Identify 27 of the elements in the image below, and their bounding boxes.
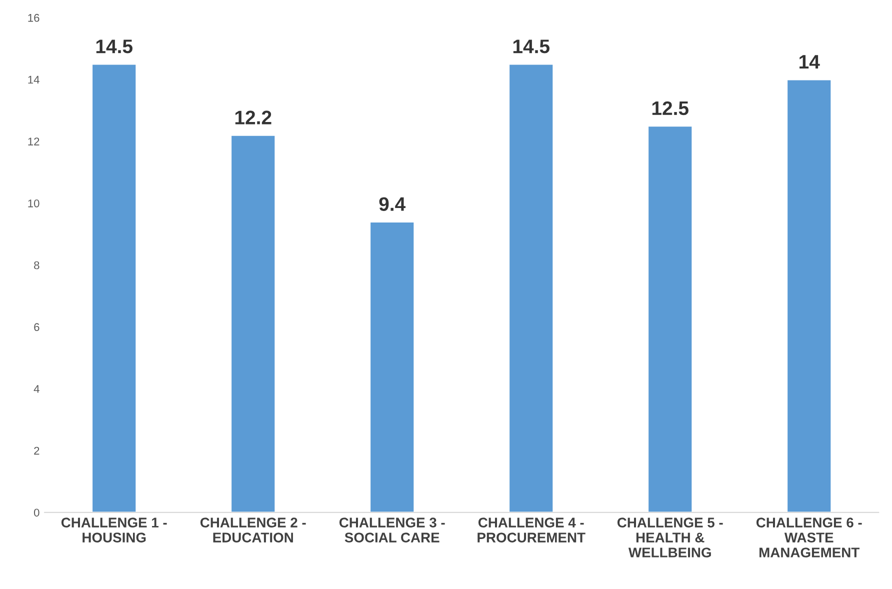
y-tick-label: 8 — [34, 261, 40, 270]
y-tick-label: 0 — [34, 508, 40, 517]
y-tick-label: 14 — [28, 76, 40, 84]
data-label: 12.2 — [235, 110, 272, 124]
y-tick-label: 4 — [34, 385, 40, 393]
bar — [508, 63, 554, 512]
bar — [369, 221, 416, 512]
data-label: 14.5 — [513, 40, 550, 54]
bar — [230, 134, 276, 512]
data-label: 14.5 — [96, 40, 132, 54]
y-tick-label: 12 — [28, 138, 40, 146]
data-label: 12.5 — [652, 101, 688, 116]
bar — [647, 125, 694, 512]
x-tick-label: CHALLENGE 5 - HEALTH & WELLBEING — [617, 518, 723, 558]
x-tick-label: CHALLENGE 6 - WASTE MANAGEMENT — [756, 518, 862, 558]
bar — [786, 78, 832, 512]
y-tick-label: 2 — [34, 446, 40, 455]
y-tick-label: 6 — [34, 323, 40, 332]
x-tick-label: CHALLENGE 2 - EDUCATION — [200, 518, 306, 542]
data-label: 9.4 — [379, 197, 406, 211]
data-label: 14 — [800, 55, 820, 69]
y-tick-label: 10 — [28, 199, 40, 208]
x-tick-label: CHALLENGE 4 - PROCUREMENT — [478, 518, 586, 542]
y-tick-label: 16 — [28, 14, 40, 22]
x-tick-label: CHALLENGE 3 - SOCIAL CARE — [339, 518, 445, 542]
bar — [91, 63, 138, 512]
x-tick-label: CHALLENGE 1 - HOUSING — [61, 518, 167, 542]
